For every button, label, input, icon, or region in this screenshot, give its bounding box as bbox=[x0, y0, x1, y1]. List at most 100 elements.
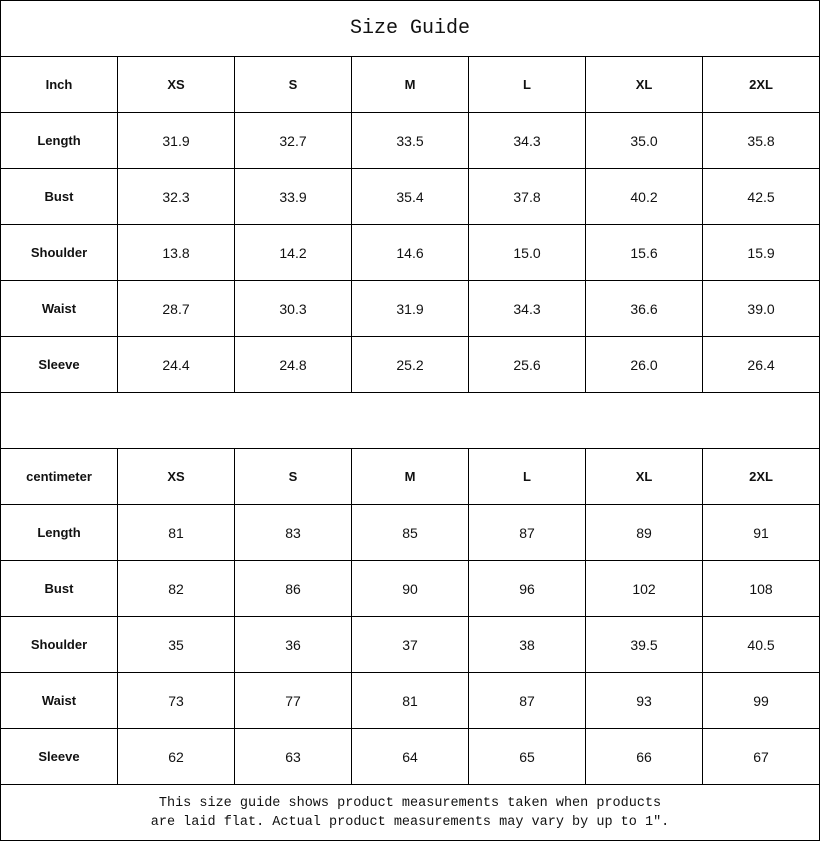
measurement-value: 35.8 bbox=[701, 112, 821, 169]
measurement-value: 91 bbox=[701, 504, 821, 561]
table-row: Shoulder 13.8 14.2 14.6 15.0 15.6 15.9 bbox=[0, 224, 821, 281]
measurement-value: 31.9 bbox=[351, 280, 469, 337]
measurement-value: 32.3 bbox=[117, 168, 235, 225]
page-title: Size Guide bbox=[0, 0, 821, 57]
measurement-value: 37.8 bbox=[468, 168, 586, 225]
measurement-value: 67 bbox=[701, 728, 821, 785]
measurement-value: 86 bbox=[234, 560, 352, 617]
table-row: Length 81 83 85 87 89 91 bbox=[0, 504, 821, 561]
table-row: Waist 73 77 81 87 93 99 bbox=[0, 672, 821, 729]
footnote: This size guide shows product measuremen… bbox=[0, 784, 821, 841]
measurement-value: 14.6 bbox=[351, 224, 469, 281]
size-header: L bbox=[468, 448, 586, 505]
measurement-value: 87 bbox=[468, 672, 586, 729]
measurement-value: 65 bbox=[468, 728, 586, 785]
measurement-value: 25.2 bbox=[351, 336, 469, 393]
measurement-value: 13.8 bbox=[117, 224, 235, 281]
measurement-value: 15.6 bbox=[585, 224, 703, 281]
table-row: Bust 82 86 90 96 102 108 bbox=[0, 560, 821, 617]
measurement-value: 39.5 bbox=[585, 616, 703, 673]
measurement-value: 33.5 bbox=[351, 112, 469, 169]
size-header: M bbox=[351, 448, 469, 505]
measurement-value: 28.7 bbox=[117, 280, 235, 337]
measurement-value: 82 bbox=[117, 560, 235, 617]
measurement-value: 25.6 bbox=[468, 336, 586, 393]
measurement-value: 87 bbox=[468, 504, 586, 561]
measurement-value: 34.3 bbox=[468, 112, 586, 169]
size-header: S bbox=[234, 56, 352, 113]
size-header: XL bbox=[585, 448, 703, 505]
measurement-value: 37 bbox=[351, 616, 469, 673]
measurement-value: 81 bbox=[351, 672, 469, 729]
measurement-value: 81 bbox=[117, 504, 235, 561]
measurement-value: 30.3 bbox=[234, 280, 352, 337]
measurement-label: Waist bbox=[0, 672, 118, 729]
measurement-value: 36.6 bbox=[585, 280, 703, 337]
size-header: L bbox=[468, 56, 586, 113]
measurement-value: 66 bbox=[585, 728, 703, 785]
title-row: Size Guide bbox=[0, 0, 821, 57]
measurement-value: 26.4 bbox=[701, 336, 821, 393]
measurement-value: 15.9 bbox=[701, 224, 821, 281]
table-row: Length 31.9 32.7 33.5 34.3 35.0 35.8 bbox=[0, 112, 821, 169]
measurement-value: 36 bbox=[234, 616, 352, 673]
measurement-label: Length bbox=[0, 504, 118, 561]
measurement-value: 63 bbox=[234, 728, 352, 785]
size-header: 2XL bbox=[701, 448, 821, 505]
measurement-label: Bust bbox=[0, 560, 118, 617]
measurement-value: 83 bbox=[234, 504, 352, 561]
measurement-label: Length bbox=[0, 112, 118, 169]
measurement-value: 90 bbox=[351, 560, 469, 617]
spacer-cell bbox=[0, 392, 821, 449]
measurement-value: 108 bbox=[701, 560, 821, 617]
measurement-label: Shoulder bbox=[0, 616, 118, 673]
table-row: Waist 28.7 30.3 31.9 34.3 36.6 39.0 bbox=[0, 280, 821, 337]
measurement-label: Waist bbox=[0, 280, 118, 337]
measurement-value: 102 bbox=[585, 560, 703, 617]
measurement-value: 31.9 bbox=[117, 112, 235, 169]
measurement-value: 42.5 bbox=[701, 168, 821, 225]
measurement-value: 77 bbox=[234, 672, 352, 729]
size-header: XS bbox=[117, 56, 235, 113]
measurement-value: 24.8 bbox=[234, 336, 352, 393]
measurement-value: 35 bbox=[117, 616, 235, 673]
footnote-line: This size guide shows product measuremen… bbox=[158, 795, 662, 811]
measurement-label: Sleeve bbox=[0, 728, 118, 785]
note-row: This size guide shows product measuremen… bbox=[0, 784, 821, 841]
measurement-value: 64 bbox=[351, 728, 469, 785]
measurement-value: 73 bbox=[117, 672, 235, 729]
measurement-value: 33.9 bbox=[234, 168, 352, 225]
table-row: Shoulder 35 36 37 38 39.5 40.5 bbox=[0, 616, 821, 673]
measurement-label: Shoulder bbox=[0, 224, 118, 281]
measurement-value: 15.0 bbox=[468, 224, 586, 281]
measurement-value: 34.3 bbox=[468, 280, 586, 337]
table-row: Sleeve 62 63 64 65 66 67 bbox=[0, 728, 821, 785]
measurement-value: 39.0 bbox=[701, 280, 821, 337]
table-row: Bust 32.3 33.9 35.4 37.8 40.2 42.5 bbox=[0, 168, 821, 225]
table-row: Sleeve 24.4 24.8 25.2 25.6 26.0 26.4 bbox=[0, 336, 821, 393]
measurement-value: 40.5 bbox=[701, 616, 821, 673]
measurement-value: 14.2 bbox=[234, 224, 352, 281]
measurement-value: 40.2 bbox=[585, 168, 703, 225]
measurement-value: 93 bbox=[585, 672, 703, 729]
size-header: XL bbox=[585, 56, 703, 113]
measurement-value: 85 bbox=[351, 504, 469, 561]
size-header: S bbox=[234, 448, 352, 505]
measurement-value: 38 bbox=[468, 616, 586, 673]
measurement-value: 62 bbox=[117, 728, 235, 785]
unit-header: Inch bbox=[0, 56, 118, 113]
measurement-value: 89 bbox=[585, 504, 703, 561]
size-header: XS bbox=[117, 448, 235, 505]
measurement-value: 99 bbox=[701, 672, 821, 729]
size-header: 2XL bbox=[701, 56, 821, 113]
measurement-value: 26.0 bbox=[585, 336, 703, 393]
measurement-value: 96 bbox=[468, 560, 586, 617]
measurement-value: 32.7 bbox=[234, 112, 352, 169]
measurement-value: 35.4 bbox=[351, 168, 469, 225]
measurement-label: Bust bbox=[0, 168, 118, 225]
measurement-value: 35.0 bbox=[585, 112, 703, 169]
header-row: centimeter XS S M L XL 2XL bbox=[0, 448, 821, 505]
header-row: Inch XS S M L XL 2XL bbox=[0, 56, 821, 113]
unit-header: centimeter bbox=[0, 448, 118, 505]
